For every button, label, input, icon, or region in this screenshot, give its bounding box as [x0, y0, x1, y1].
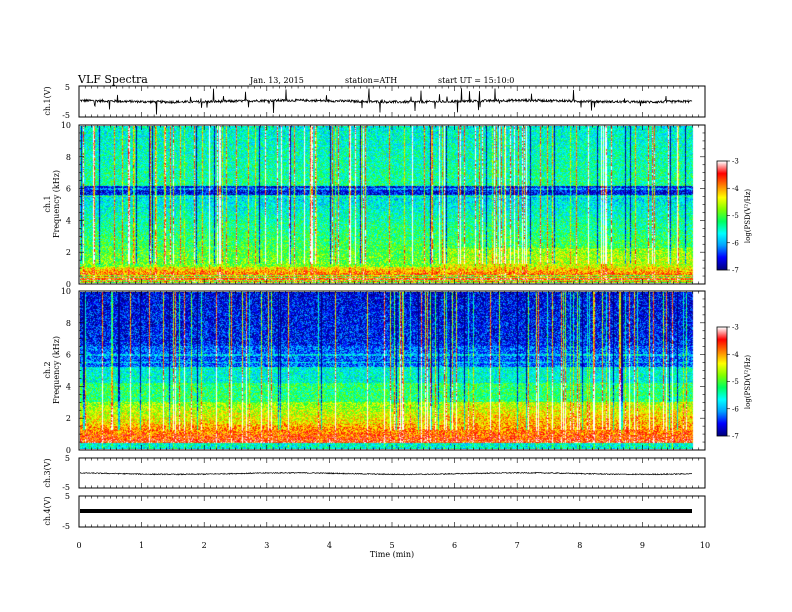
time-tick-label-2: 2: [202, 541, 207, 550]
yt2-label-0: 0: [66, 446, 71, 455]
ch3-wave-ytick-neg5: -5: [62, 483, 70, 492]
ch1-spectrogram-panel: 0 2 4 6 8 10 ch.1 Frequency (kHz) -3 -4 -5 -6 -7 …: [43, 121, 752, 289]
cbar2-tick--3: -3: [732, 324, 739, 332]
yt1-label-8: 8: [66, 153, 71, 162]
time-tick-label-6: 6: [452, 541, 457, 550]
cbar2-tick--5: -5: [732, 378, 739, 386]
ch1-colorbar: -3 -4 -5 -6 -7 log(PSD(V²/Hz): [716, 158, 752, 275]
ch1-wave-ytick-neg5: -5: [62, 111, 70, 120]
ch4-wave-ylabel: ch.4(V): [43, 496, 52, 525]
ch3-wave-ylabel: ch.3(V): [43, 458, 52, 487]
ch1-spec-ylabel-frequency: Frequency (kHz): [52, 170, 61, 238]
station-label: station=ATH: [345, 76, 397, 85]
ch2-spec-ylabel-frequency: Frequency (kHz): [52, 336, 61, 404]
ch1-freq-ticks: 0 2 4 6 8 10: [61, 121, 705, 289]
yt1-label-6: 6: [66, 185, 71, 194]
yt2-label-8: 8: [66, 319, 71, 328]
ch4-wave-ytick-neg5: -5: [62, 522, 70, 531]
yt2-label-4: 4: [66, 382, 71, 391]
ch3-waveform-trace: [80, 471, 692, 476]
yt2-label-10: 10: [61, 287, 71, 296]
time-axis-label: Time (min): [370, 550, 414, 559]
time-tick-label-9: 9: [640, 541, 645, 550]
time-tick-label-7: 7: [515, 541, 520, 550]
yt1-label-0: 0: [66, 280, 71, 289]
ch3-wave-ytick-5: 5: [65, 454, 70, 463]
ch1-wave-ytick-5: 5: [65, 83, 70, 92]
ch1-spec-ylabel-channel: ch.1: [43, 195, 52, 212]
ch2-spectrogram-heatmap: [80, 292, 694, 449]
ch3-waveform-panel: 5 -5 ch.3(V): [43, 454, 706, 492]
time-tick-label-8: 8: [577, 541, 582, 550]
ch2-freq-ticks: 0 2 4 6 8 10: [61, 287, 705, 455]
time-tick-label-0: 0: [76, 541, 81, 550]
yt2-label-2: 2: [66, 414, 71, 423]
ch2-colorbar-label: log(PSD(V²/Hz): [744, 355, 752, 410]
yt1-label-10: 10: [61, 121, 71, 130]
date-label: Jan. 13, 2015: [249, 76, 304, 85]
time-tick-label-3: 3: [264, 541, 269, 550]
cbar1-tick--7: -7: [732, 267, 739, 275]
yt2-label-6: 6: [66, 351, 71, 360]
yt1-label-4: 4: [66, 216, 71, 225]
time-ticks: [78, 86, 706, 527]
ch2-colorbar: -3 -4 -5 -6 -7 log(PSD(V²/Hz): [716, 324, 752, 441]
ch4-waveform-panel: 5 -5 ch.4(V): [43, 492, 706, 531]
cbar1-tick--3: -3: [732, 158, 739, 166]
ch1-wave-ylabel: ch.1(V): [43, 86, 52, 115]
time-tick-label-4: 4: [327, 541, 332, 550]
cbar1-tick--5: -5: [732, 212, 739, 220]
ch2-spec-ylabel-channel: ch.2: [43, 361, 52, 378]
time-tick-labels: 0 1 2 3 4 5 6 7 8 9 10: [76, 541, 710, 550]
time-tick-label-5: 5: [389, 541, 394, 550]
start-time-label: start UT = 15:10:0: [438, 76, 514, 85]
ch1-colorbar-label: log(PSD(V²/Hz): [744, 189, 752, 244]
cbar2-tick--7: -7: [732, 433, 739, 441]
yt1-label-2: 2: [66, 248, 71, 257]
ch2-spectrogram-panel: 0 2 4 6 8 10 ch.2 Frequency (kHz) -3 -4 -5 -6 -7 …: [43, 287, 752, 455]
cbar2-tick--6: -6: [732, 405, 739, 413]
ch1-waveform-panel: 5 -5 ch.1(V): [43, 83, 706, 120]
cbar2-tick--4: -4: [732, 351, 739, 359]
ch1-waveform-trace: [80, 88, 693, 115]
ch1-spectrogram-heatmap: [80, 126, 694, 283]
time-tick-label-1: 1: [139, 541, 144, 550]
cbar1-tick--4: -4: [732, 185, 739, 193]
ch4-wave-ytick-5: 5: [65, 492, 70, 501]
figure-title: VLF Spectra: [77, 73, 148, 86]
time-tick-label-10: 10: [700, 541, 710, 550]
cbar1-tick--6: -6: [732, 239, 739, 247]
